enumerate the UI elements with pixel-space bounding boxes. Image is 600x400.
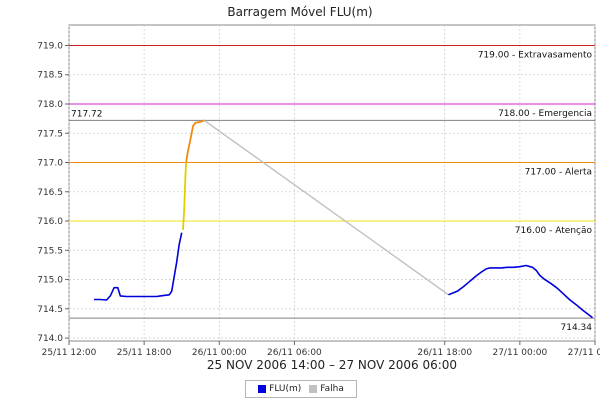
grid [68, 25, 596, 341]
marker-label: 717.72 [71, 109, 103, 119]
marker-label: 714.34 [561, 323, 593, 333]
x-tick-label: 27/11 06:00 [568, 348, 600, 358]
y-tick-label: 716.0 [37, 217, 63, 227]
threshold-label: 718.00 - Emergencia [498, 109, 592, 119]
x-tick-label: 26/11 18:00 [417, 348, 472, 358]
series-lines [94, 119, 593, 319]
x-tick-label: 26/11 06:00 [267, 348, 322, 358]
legend-item-falha: Falha [309, 384, 344, 394]
x-tick-label: 26/11 00:00 [192, 348, 247, 358]
x-tick-label: 25/11 12:00 [42, 348, 97, 358]
y-tick-label: 715.5 [37, 246, 63, 256]
y-tick-label: 717.5 [37, 129, 63, 139]
y-tick-label: 716.5 [37, 188, 63, 198]
y-tick-label: 718.5 [37, 71, 63, 81]
x-axis: 25/11 12:00 25/11 18:00 26/11 00:00 26/11 0… [42, 341, 600, 358]
legend-item-flu: FLU(m) [258, 384, 301, 394]
y-tick-label: 719.0 [37, 41, 63, 51]
threshold-label: 719.00 - Extravasamento [478, 50, 593, 60]
series-line-flu [448, 264, 593, 319]
series-line-falha [203, 119, 449, 296]
x-tick-label: 27/11 00:00 [492, 348, 547, 358]
series-line-flu-level [185, 119, 205, 163]
series-line-flu-level [182, 162, 187, 230]
chart-title: Barragem Móvel FLU(m) [227, 5, 372, 19]
legend-swatch-falha [309, 385, 318, 393]
legend-label-flu: FLU(m) [269, 384, 302, 394]
legend-swatch-flu [258, 385, 267, 393]
y-tick-label: 717.0 [37, 159, 63, 169]
y-axis: 714.0 714.5 715.0 715.5 716.0 716.5 717.0 717.5… [37, 41, 69, 344]
legend-label-falha: Falha [320, 384, 344, 394]
x-axis-title: 25 NOV 2006 14:00 – 27 NOV 2006 06:00 [207, 358, 457, 372]
threshold-label: 717.00 - Alerta [525, 168, 592, 178]
y-tick-label: 714.5 [37, 305, 63, 315]
threshold-label: 716.00 - Atenção [515, 226, 593, 236]
plot-area [68, 24, 596, 342]
threshold-lines: 719.00 - Extravasamento 718.00 - Emergenc… [69, 44, 595, 333]
x-tick-label: 25/11 18:00 [117, 348, 172, 358]
y-tick-label: 718.0 [37, 100, 63, 110]
y-tick-label: 714.0 [37, 334, 63, 344]
legend: FLU(m) Falha [245, 380, 357, 398]
series-line-flu [94, 232, 183, 301]
y-tick-label: 715.0 [37, 276, 63, 286]
